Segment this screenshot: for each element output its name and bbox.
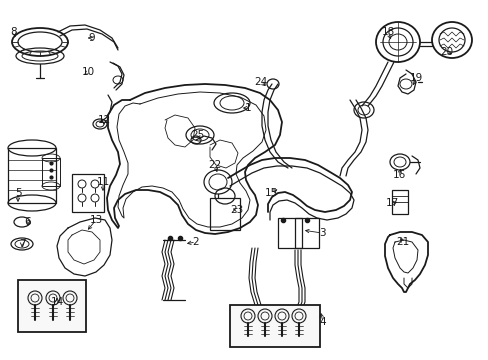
Text: 18: 18 — [381, 27, 394, 37]
Text: 23: 23 — [230, 205, 243, 215]
Text: 20: 20 — [440, 47, 453, 57]
Bar — [294, 218, 318, 248]
Text: 17: 17 — [385, 198, 398, 208]
Text: 21: 21 — [396, 237, 409, 247]
Text: 5: 5 — [15, 188, 21, 198]
Bar — [8, 148, 56, 203]
Text: 7: 7 — [19, 239, 25, 249]
Text: 4: 4 — [319, 317, 325, 327]
Text: 24: 24 — [254, 77, 267, 87]
Text: 15: 15 — [264, 188, 277, 198]
Text: 13: 13 — [89, 215, 102, 225]
Bar — [391, 190, 407, 214]
Text: 25: 25 — [191, 130, 204, 140]
Bar — [209, 198, 240, 230]
Text: 14: 14 — [50, 297, 63, 307]
Text: 9: 9 — [88, 33, 95, 43]
Text: 10: 10 — [81, 67, 94, 77]
Text: 2: 2 — [192, 237, 199, 247]
Bar — [229, 305, 319, 347]
Text: 11: 11 — [96, 177, 109, 187]
Text: 12: 12 — [97, 115, 110, 125]
Text: 19: 19 — [408, 73, 422, 83]
Text: 6: 6 — [24, 217, 31, 227]
Text: 16: 16 — [391, 170, 405, 180]
Bar — [278, 218, 302, 248]
Text: 22: 22 — [208, 160, 221, 170]
Text: 1: 1 — [244, 103, 251, 113]
Bar — [18, 280, 86, 332]
Text: 3: 3 — [318, 228, 325, 238]
Bar — [72, 174, 104, 212]
Bar — [42, 158, 60, 186]
Text: 8: 8 — [11, 27, 17, 37]
